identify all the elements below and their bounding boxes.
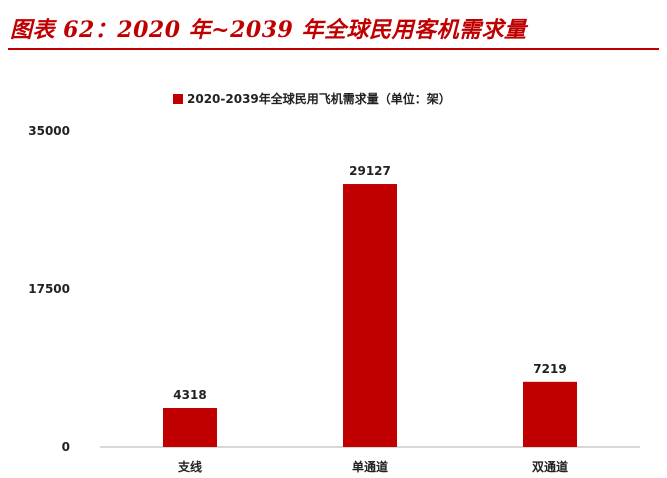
title-underline: [8, 48, 659, 50]
chart-legend: 2020-2039年全球民用飞机需求量（单位：架）: [173, 90, 451, 107]
legend-label: 2020-2039年全球民用飞机需求量（单位：架）: [187, 92, 451, 106]
legend-swatch: [173, 93, 183, 104]
bar-chart: 0 17500 35000 4318 支线 29127 单通道 7219 双通道: [28, 124, 640, 474]
y-tick-label: 0: [62, 440, 70, 454]
bar-1: [163, 408, 217, 447]
bar-2: [343, 184, 397, 448]
figure-title: 图表 62：2020 年~2039 年全球民用客机需求量: [10, 17, 527, 43]
bar-3: [523, 381, 577, 447]
y-tick-label: 17500: [28, 282, 70, 296]
data-label: 29127: [349, 164, 391, 178]
data-label: 4318: [173, 388, 206, 402]
x-tick-label: 单通道: [352, 459, 388, 474]
x-tick-label: 双通道: [532, 459, 568, 474]
x-tick-label: 支线: [177, 459, 202, 474]
data-label: 7219: [533, 362, 566, 376]
figure-header: 图表 62：2020 年~2039 年全球民用客机需求量: [0, 0, 667, 52]
chart-area: 2020-2039年全球民用飞机需求量（单位：架） 0 17500 35000 431…: [0, 56, 667, 478]
y-tick-label: 35000: [28, 124, 70, 138]
